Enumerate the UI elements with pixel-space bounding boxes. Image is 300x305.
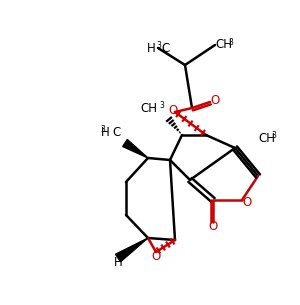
Text: C: C [161, 41, 169, 55]
Text: H: H [147, 41, 156, 55]
Text: H: H [114, 256, 122, 268]
Text: O: O [242, 196, 252, 210]
Text: CH: CH [258, 131, 275, 145]
Polygon shape [123, 139, 148, 158]
Text: 3: 3 [228, 38, 233, 47]
Text: 3: 3 [100, 125, 105, 134]
Text: CH: CH [215, 38, 232, 52]
Text: 3: 3 [159, 101, 164, 110]
Text: 3: 3 [271, 131, 276, 140]
Text: H: H [101, 125, 110, 138]
Polygon shape [116, 238, 148, 262]
Text: O: O [210, 94, 220, 106]
Text: C: C [112, 125, 120, 138]
Text: O: O [208, 221, 217, 234]
Text: 3: 3 [156, 41, 161, 50]
Text: O: O [152, 250, 160, 264]
Text: CH: CH [140, 102, 157, 114]
Text: O: O [168, 103, 178, 117]
